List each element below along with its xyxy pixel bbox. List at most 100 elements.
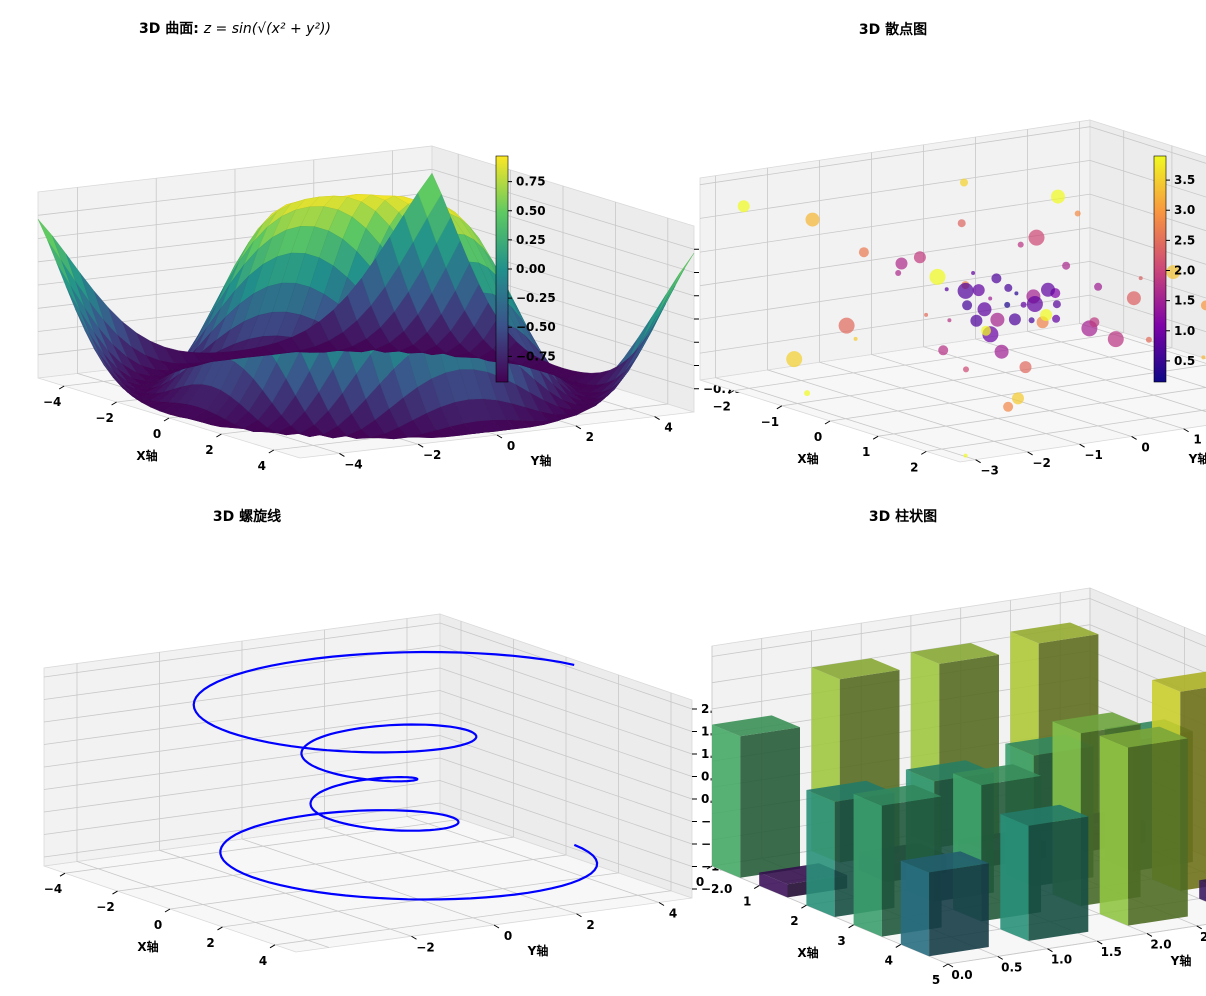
y-tick-mark [1096,940,1103,945]
scatter-point [1138,276,1143,281]
bar-front-face [900,860,930,957]
bar-side-face [929,863,989,957]
y-tick-mark [496,434,503,439]
x-tick-label: −2 [96,900,114,914]
scatter-point [1014,291,1019,296]
bar3d-ticks: 0123450.00.51.01.52.02.53.03.50.00.51.01… [696,865,1206,987]
bar-top-face [900,851,989,873]
x-tick-label: 2 [205,443,213,457]
bar-front-face [806,790,835,917]
x-tick-label: 2 [206,936,214,950]
scatter-point [962,300,973,311]
scatter-point [1107,331,1124,348]
y-tick-label: −3 [980,464,998,478]
x-tick-mark [112,890,118,895]
bar [1199,879,1206,902]
y-axis-label: Y轴 [1170,953,1192,968]
bar-top-face [1152,671,1206,692]
x-tick-label: −4 [44,882,62,896]
scatter-point [970,314,983,327]
y-tick-label: −1 [1084,448,1102,462]
grid-line [324,629,577,915]
scatter-point [963,366,969,373]
x-tick-label: 2 [910,460,918,474]
x-tick-mark [111,401,117,406]
helix-line [192,650,599,901]
y-tick-label: 2 [586,430,594,444]
scatter-point [786,351,803,368]
x-tick-mark [268,449,275,454]
grid-line [1079,121,1206,364]
x-tick-mark [824,420,831,425]
x-tick-label: −2 [95,411,113,425]
scatter-point [804,390,811,397]
grid-line [711,598,1206,657]
y-tick-label: 2.5 [1200,930,1206,944]
scatter-point [957,282,974,299]
scatter-point [947,318,952,323]
colorbar-tick-label: 1.0 [1174,324,1195,338]
y-tick-mark [411,935,417,940]
x-tick-mark [942,963,949,968]
bar [1099,726,1188,926]
x-tick-label: 4 [259,954,267,968]
x-tick-mark [706,865,713,870]
scatter-point [1201,355,1206,360]
scatter-point [1089,317,1100,328]
scatter-point [1026,296,1043,312]
bar3d-subplot: 3D 柱状图 0123450.00.51.01.52.02.53.03.50.0… [696,508,1206,987]
bar [900,851,989,957]
x-tick-label: 4 [885,953,893,967]
scatter-point [858,247,869,258]
scatter-point [737,200,750,213]
scatter-point [990,312,1005,327]
scatter-point [1052,314,1061,323]
scatter-point [981,325,991,336]
x-tick-mark [216,433,222,438]
y-tick-mark [947,963,954,968]
x-tick-label: 0 [696,875,704,889]
scatter-point [805,212,820,227]
x-tick-label: 0 [154,918,162,932]
scatter-axes [699,119,1206,463]
y-tick-mark [658,902,665,906]
y-tick-label: 1.5 [1101,945,1122,959]
grid-line [699,260,1206,320]
x-axis-label: X轴 [136,448,157,463]
grid-line [947,924,1206,965]
y-tick-label: 2 [586,918,594,932]
colorbar-tick-label: 0.50 [516,204,546,218]
x-tick-mark [164,908,171,913]
y-tick-label: 4 [664,421,672,435]
grid-line [43,645,693,732]
grid-line [975,137,1206,413]
scatter-point [971,271,976,275]
scatter-point [938,345,949,356]
y-tick-label: 0.0 [951,968,972,982]
right-pane [1089,119,1206,360]
bar-top-face [712,715,800,737]
y-tick-mark [1196,925,1202,930]
bar-top-face [1052,712,1141,734]
y-tick-mark [1131,436,1137,440]
bar-top-face [811,658,900,680]
x-tick-label: 0 [153,427,161,441]
bar-side-face [1028,816,1089,941]
x-axis-label: X轴 [137,939,158,954]
scatter-point [944,287,949,292]
x-tick-label: 3 [837,934,845,948]
y-tick-mark [339,452,345,457]
x-tick-mark [872,435,879,440]
y-tick-mark [576,913,582,918]
grid-line [43,735,693,822]
scatter-point [988,296,993,301]
helix-title: 3D 螺旋线 [213,508,281,525]
x-axis-label: X轴 [797,451,818,466]
scatter-point [991,273,1002,284]
y-tick-label: 0 [1141,440,1149,454]
y-tick-mark [1047,948,1053,953]
y-tick-mark [493,924,500,929]
grid-line [43,622,693,710]
scatter-point [957,219,966,228]
